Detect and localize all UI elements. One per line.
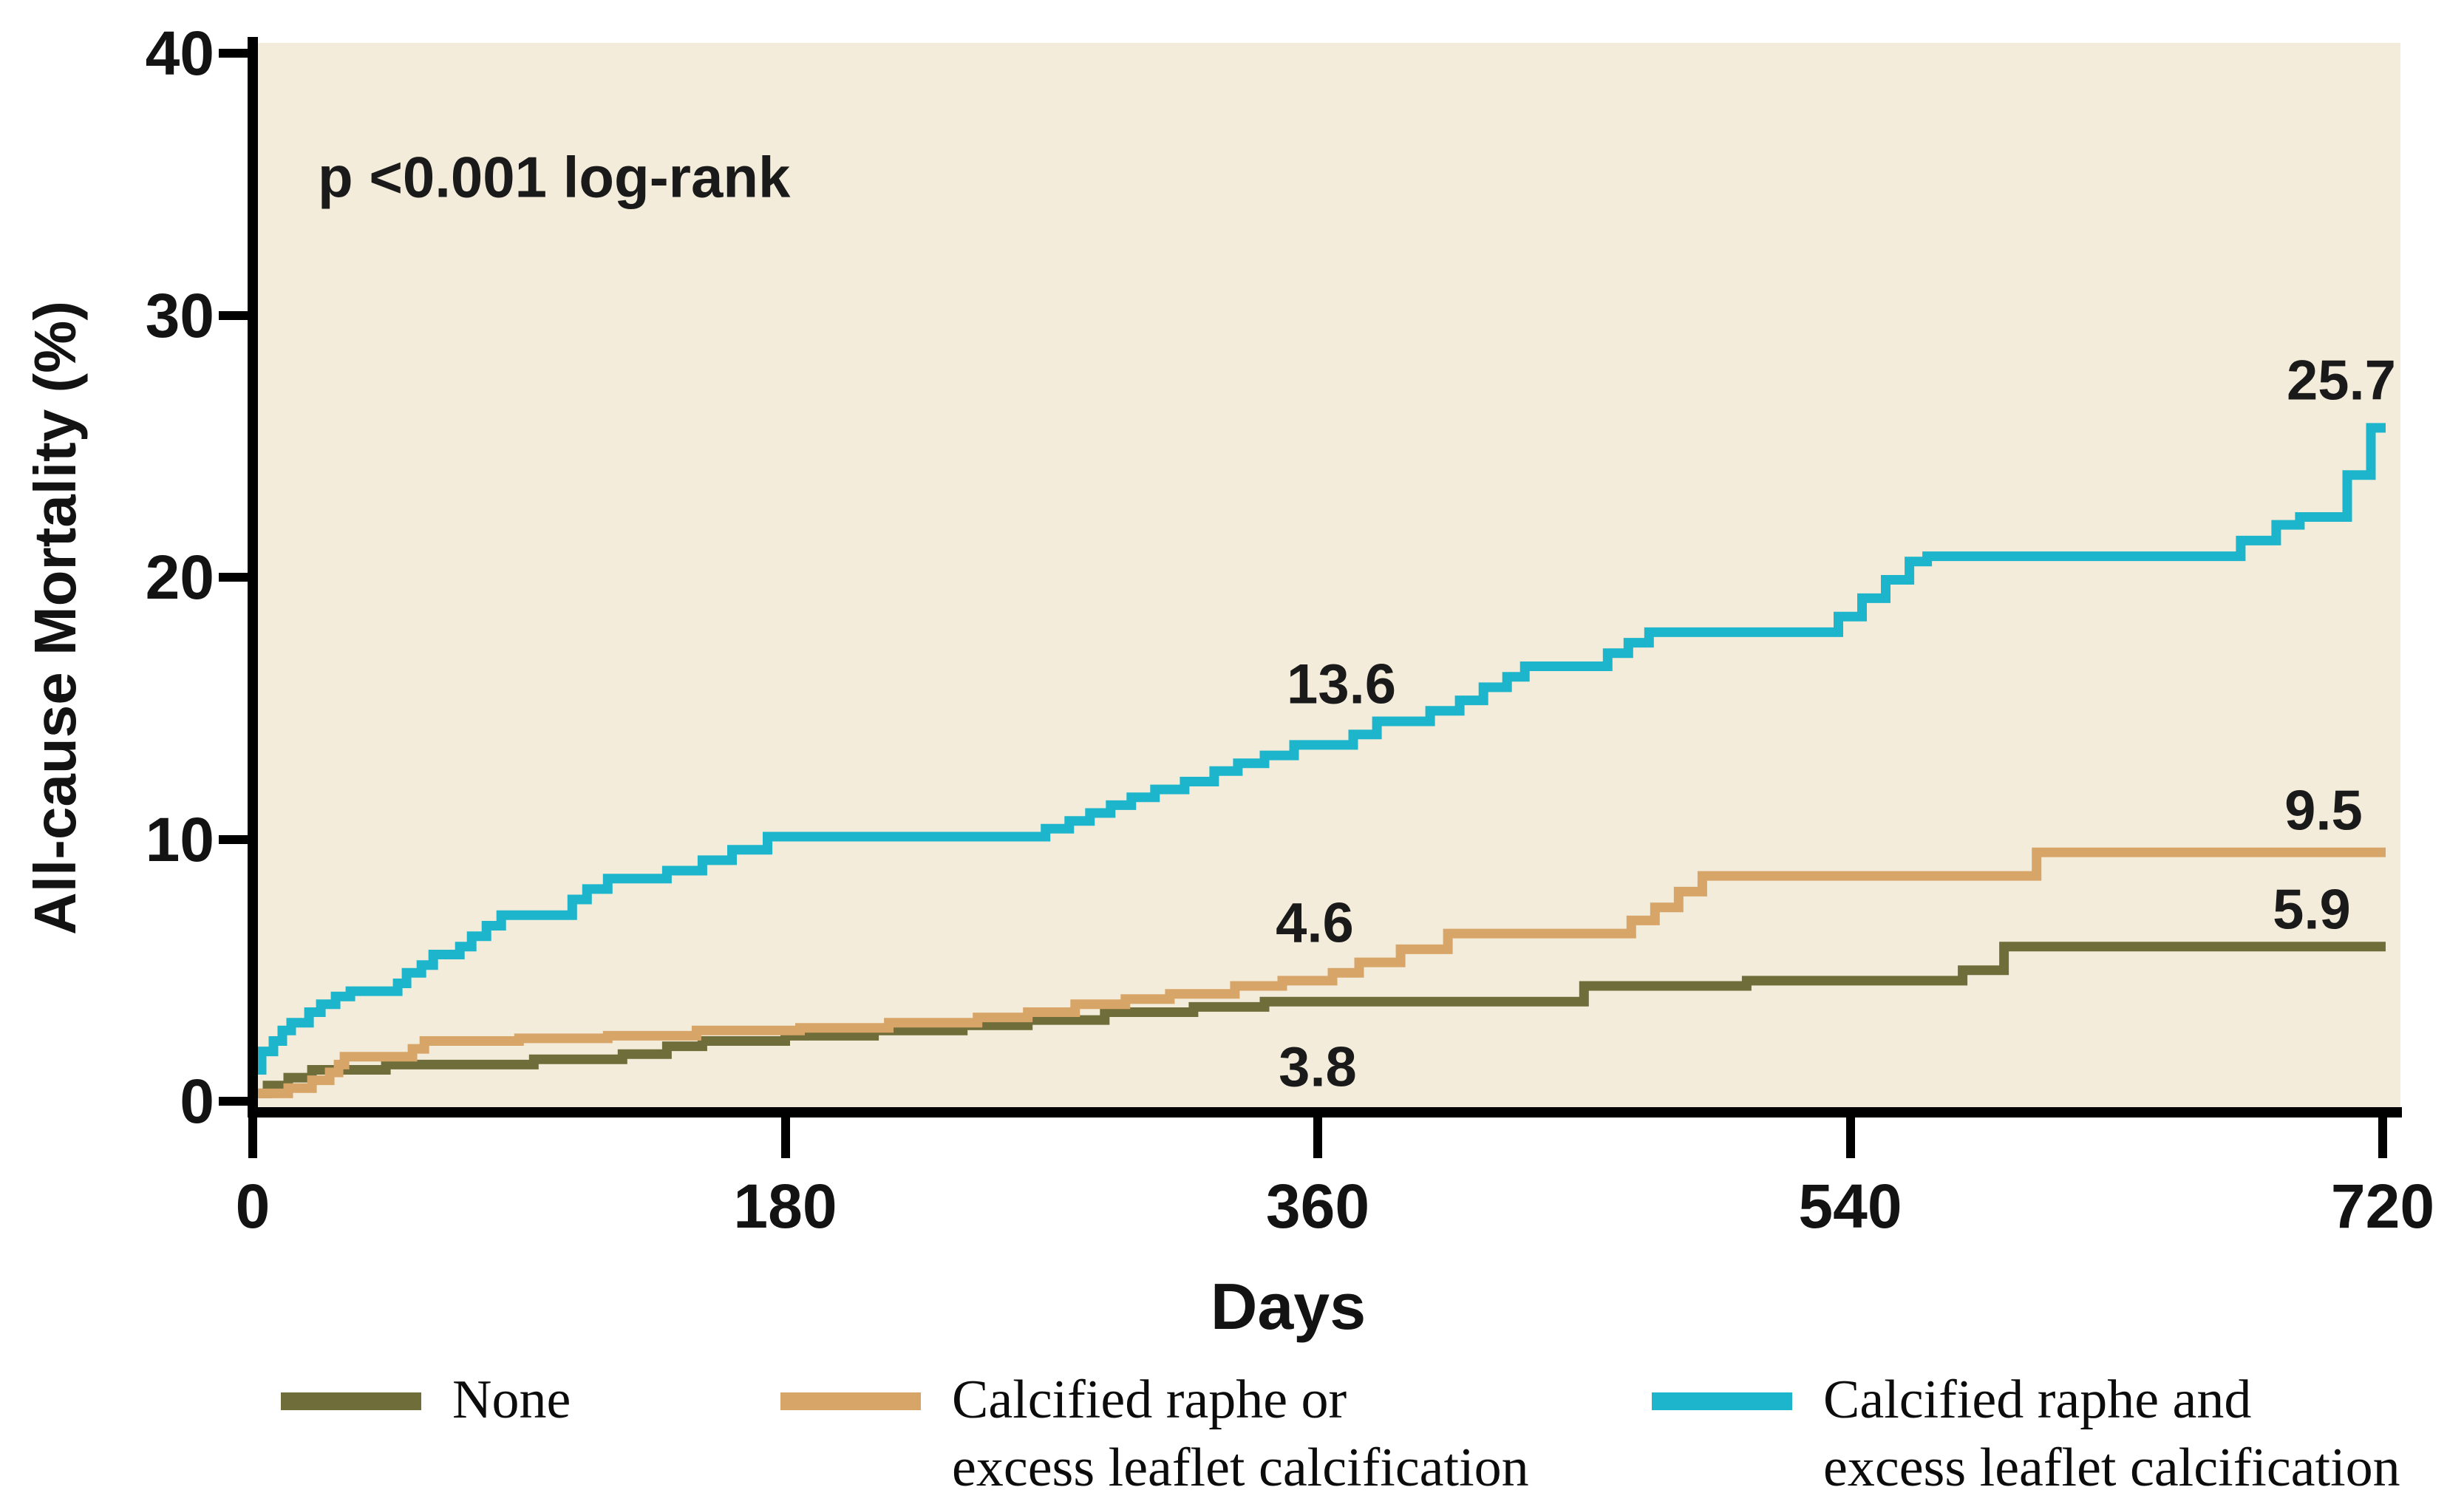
y-axis-line [248, 37, 258, 1118]
x-tick-mark [1313, 1118, 1322, 1158]
x-axis-line [248, 1107, 2402, 1118]
y-tick-mark [219, 1097, 253, 1106]
legend-label-line: Calcified raphe or [952, 1370, 1347, 1430]
series-none-curve [253, 942, 2386, 1098]
legend-item-raphe_or: Calcified raphe or excess leaflet calcifi… [780, 1366, 1529, 1502]
plot-area [258, 43, 2400, 1107]
value-label-none: 5.9 [2273, 878, 2351, 942]
legend-swatch-raphe_or [780, 1392, 921, 1410]
legend-label-line: Calcified raphe and [1823, 1370, 2252, 1430]
x-tick-mark [2378, 1118, 2387, 1158]
x-tick-mark [1845, 1118, 1855, 1158]
legend-label-raphe_or: Calcified raphe or excess leaflet calcifi… [952, 1366, 1529, 1502]
y-tick-mark [219, 49, 253, 58]
y-tick-mark [219, 834, 253, 844]
p-value-annotation: p <0.001 log-rank [318, 144, 791, 210]
x-tick-mark [780, 1118, 790, 1158]
legend-swatch-none [281, 1392, 421, 1410]
legend-label-line: None [452, 1370, 571, 1430]
x-axis-title: Days [1210, 1270, 1367, 1343]
x-tick-label: 540 [1798, 1171, 1902, 1241]
value-label-raphe_or: 9.5 [2284, 779, 2363, 842]
x-tick-label: 360 [1265, 1171, 1370, 1241]
x-tick-label: 180 [733, 1171, 837, 1241]
y-tick-label: 0 [180, 1067, 214, 1136]
legend-label-raphe_and: Calcified raphe and excess leaflet calcif… [1823, 1366, 2400, 1502]
value-label-raphe_and: 13.6 [1287, 653, 1396, 716]
legend-item-none: None [281, 1366, 571, 1434]
legend-label-line: excess leaflet calcification [1823, 1438, 2400, 1498]
x-tick-label: 0 [235, 1171, 270, 1241]
legend-swatch-raphe_and [1652, 1392, 1792, 1410]
legend-label-none: None [452, 1366, 571, 1434]
y-tick-label: 40 [145, 18, 214, 88]
x-tick-label: 720 [2330, 1171, 2435, 1241]
series-raphe_or-curve [253, 847, 2386, 1098]
value-label-raphe_and: 25.7 [2286, 349, 2396, 412]
y-tick-mark [219, 573, 253, 582]
legend-label-line: excess leaflet calcification [952, 1438, 1529, 1498]
y-tick-mark [219, 310, 253, 320]
legend-item-raphe_and: Calcified raphe and excess leaflet calcif… [1652, 1366, 2400, 1502]
value-label-raphe_or: 4.6 [1276, 891, 1354, 955]
y-tick-label: 20 [145, 542, 214, 612]
series-raphe_and-curve [253, 423, 2386, 1075]
y-tick-label: 10 [145, 804, 214, 874]
value-label-none: 3.8 [1279, 1035, 1357, 1099]
x-tick-mark [248, 1118, 257, 1158]
y-tick-label: 30 [145, 280, 214, 350]
